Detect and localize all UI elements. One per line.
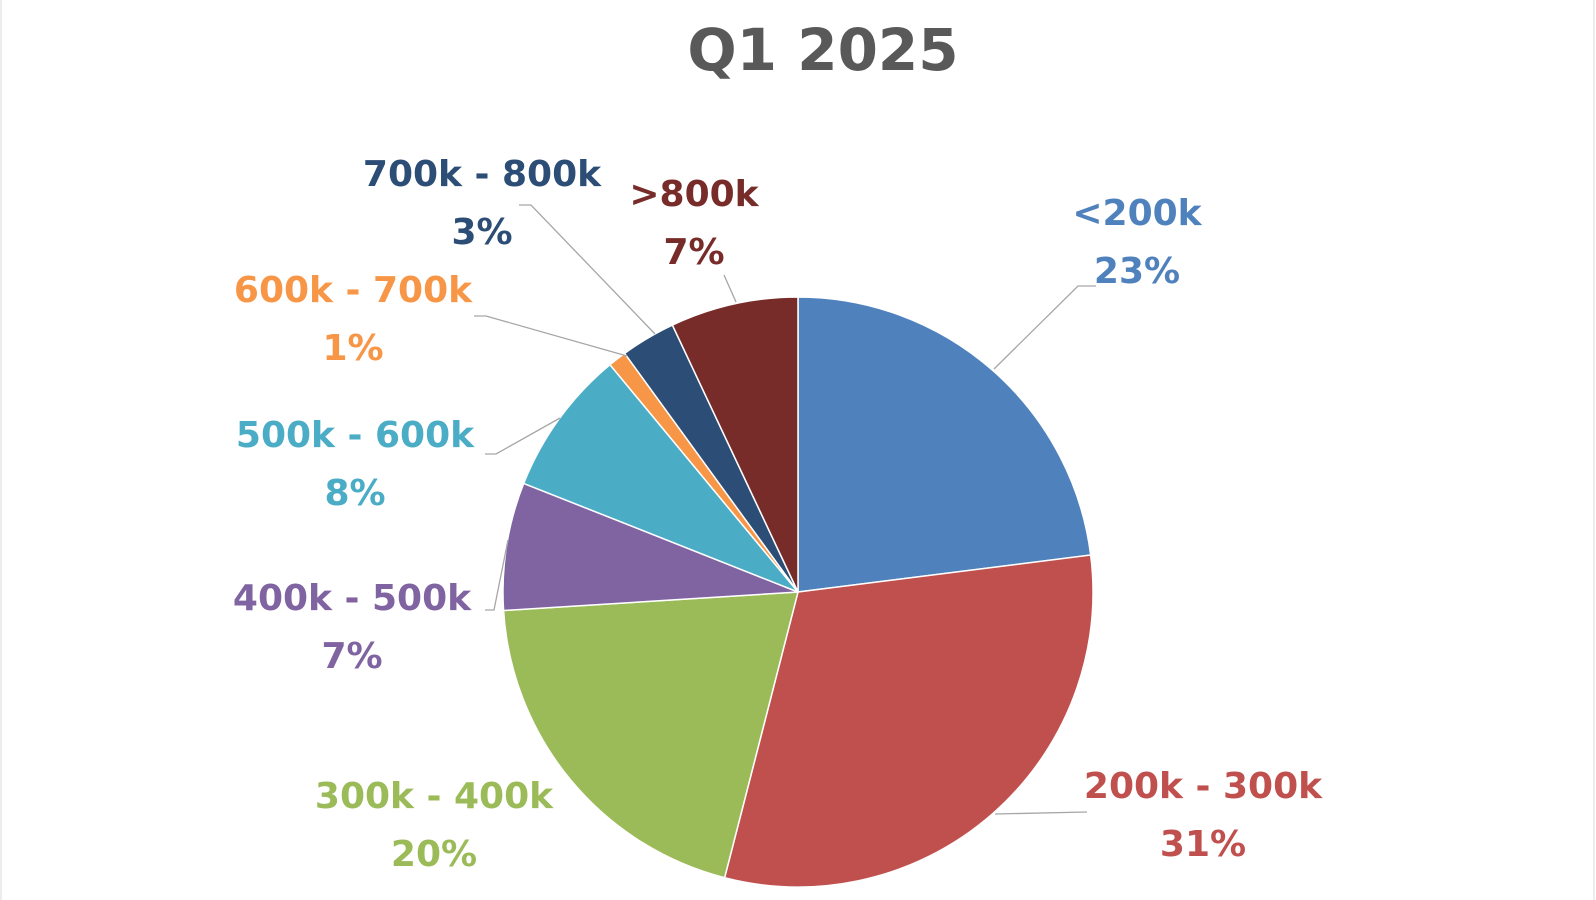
slice-percent-400k-500k: 7%: [321, 636, 382, 677]
pie-slices: [502, 296, 1094, 888]
slice-label-gt-800k: >800k: [629, 174, 759, 215]
leader-lines: [474, 204, 1096, 815]
slice-label-700k-800k: 700k - 800k: [363, 154, 602, 195]
leader-line-lt-200k: [993, 285, 1096, 370]
leader-line-600k-700k: [474, 315, 628, 357]
slice-percent-600k-700k: 1%: [322, 328, 383, 369]
pie-slice-300k-400k: [502, 591, 799, 879]
slice-percent-200k-300k: 31%: [1160, 824, 1246, 865]
slice-labels: <200k 23% 200k - 300k 31% 300k - 400k 20% 400k…: [233, 154, 1323, 875]
pie-slice-200k-300k: [723, 554, 1094, 888]
leader-line-400k-500k: [485, 539, 509, 611]
pie-slice-gt-800k: [671, 296, 799, 593]
slice-percent-gt-800k: 7%: [663, 232, 724, 273]
leader-line-gt-800k: [723, 274, 737, 303]
chart-title: Q1 2025: [687, 16, 958, 84]
slice-percent-500k-600k: 8%: [324, 473, 385, 514]
leader-line-700k-800k: [519, 204, 656, 335]
pie-slice-lt-200k: [797, 296, 1092, 593]
slice-percent-lt-200k: 23%: [1094, 251, 1180, 292]
slice-label-400k-500k: 400k - 500k: [233, 578, 472, 619]
slice-label-500k-600k: 500k - 600k: [236, 415, 475, 456]
slice-percent-300k-400k: 20%: [391, 834, 477, 875]
leader-line-200k-300k: [994, 811, 1088, 815]
slice-percent-700k-800k: 3%: [451, 212, 512, 253]
slice-label-lt-200k: <200k: [1072, 193, 1202, 234]
slice-label-200k-300k: 200k - 300k: [1084, 766, 1323, 807]
slice-label-600k-700k: 600k - 700k: [234, 270, 473, 311]
leader-line-500k-600k: [485, 417, 561, 455]
slice-label-300k-400k: 300k - 400k: [315, 776, 554, 817]
